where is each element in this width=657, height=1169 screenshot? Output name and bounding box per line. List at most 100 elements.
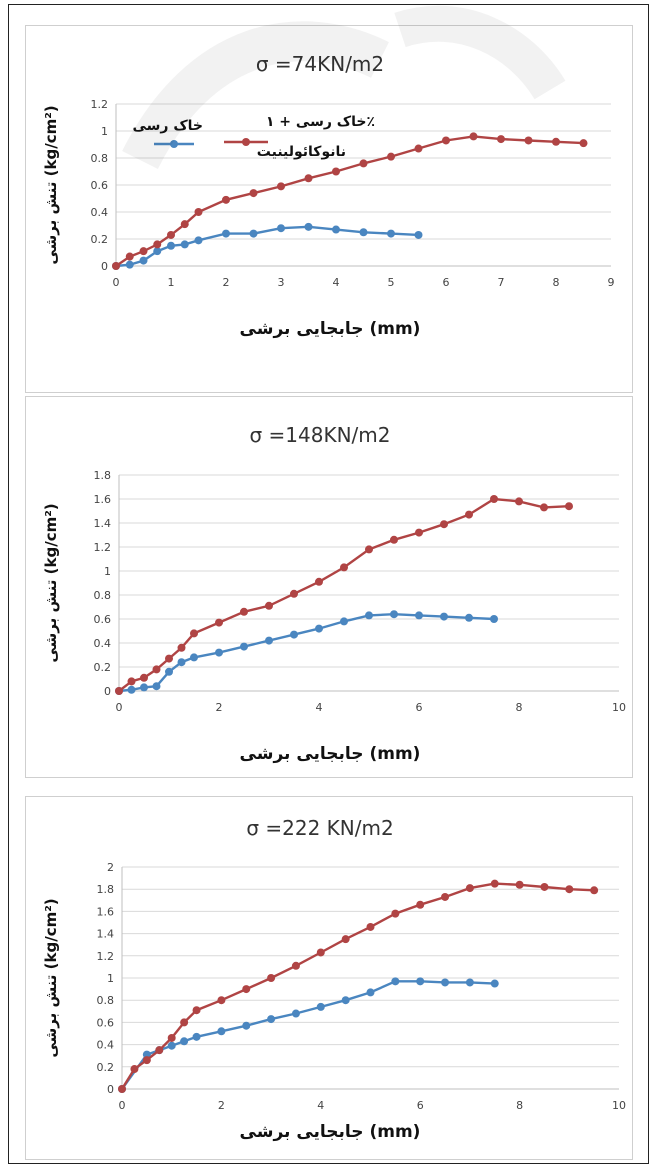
x-tick-label: 8 bbox=[516, 1099, 523, 1112]
data-point-clay bbox=[192, 1032, 201, 1041]
data-point-nano bbox=[515, 880, 524, 889]
data-point-clay bbox=[152, 682, 161, 691]
data-point-clay bbox=[240, 642, 248, 651]
data-point-clay bbox=[167, 241, 175, 250]
data-point-nano bbox=[112, 262, 120, 270]
series-line-clay bbox=[121, 980, 495, 1090]
x-axis-label: جابجایی برشی (mm) bbox=[240, 744, 421, 764]
x-axis-label: جابجایی برشی (mm) bbox=[240, 1122, 421, 1142]
chart-title: σ =74KN/m2 bbox=[256, 52, 384, 76]
data-point-nano bbox=[127, 677, 136, 686]
y-tick-label: 0.4 bbox=[97, 1039, 115, 1052]
y-tick-label: 0.6 bbox=[97, 1016, 115, 1029]
chart-title: σ =222 KN/m2 bbox=[246, 816, 393, 840]
y-tick-label: 0 bbox=[104, 685, 111, 698]
data-point-nano bbox=[390, 535, 398, 544]
data-point-nano bbox=[291, 961, 300, 970]
y-axis-label: تنش برشی (kg/cm²) bbox=[42, 105, 60, 264]
data-point-clay bbox=[340, 617, 348, 626]
y-tick-label: 1.4 bbox=[97, 928, 115, 941]
data-point-nano bbox=[215, 618, 223, 627]
data-point-nano bbox=[365, 545, 373, 554]
data-point-clay bbox=[222, 229, 230, 238]
data-point-nano bbox=[240, 607, 248, 616]
x-tick-label: 5 bbox=[388, 276, 395, 289]
data-point-clay bbox=[465, 613, 473, 622]
data-point-clay bbox=[153, 247, 162, 256]
y-tick-label: 1 bbox=[107, 972, 114, 985]
legend: خاک رسی خاک رسی + ۱٪ نانوکائولینیت bbox=[132, 114, 375, 160]
data-point-clay bbox=[139, 256, 148, 265]
data-point-nano bbox=[490, 495, 498, 503]
data-point-nano bbox=[167, 230, 175, 239]
data-point-clay bbox=[194, 236, 203, 245]
data-point-nano bbox=[469, 132, 478, 141]
data-point-nano bbox=[387, 152, 395, 161]
x-tick-label: 2 bbox=[223, 276, 230, 289]
y-tick-label: 0.4 bbox=[94, 637, 112, 650]
data-point-nano bbox=[465, 884, 474, 893]
data-point-clay bbox=[265, 636, 273, 645]
y-tick-label: 0.2 bbox=[91, 233, 109, 246]
x-tick-label: 2 bbox=[218, 1099, 225, 1112]
x-tick-label: 6 bbox=[443, 276, 450, 289]
data-point-clay bbox=[332, 225, 340, 234]
data-point-clay bbox=[390, 610, 398, 619]
data-point-nano bbox=[359, 159, 368, 168]
data-point-nano bbox=[540, 503, 548, 512]
x-tick-label: 0 bbox=[116, 701, 123, 714]
y-axis-label: تنش برشی (kg/cm²) bbox=[42, 898, 60, 1057]
x-tick-label: 1 bbox=[168, 276, 175, 289]
data-point-clay bbox=[142, 1050, 151, 1059]
y-tick-label: 0.8 bbox=[91, 152, 109, 165]
x-tick-label: 8 bbox=[516, 701, 523, 714]
y-tick-label: 0.8 bbox=[94, 589, 112, 602]
data-point-clay bbox=[165, 667, 173, 676]
chart-svg: σ =74KN/m2 0 0.2 0.4 0.6 0.8 1 1.2 0 1 2 3 4 5 6 7 8 9 جاب… bbox=[42, 52, 615, 339]
data-point-clay bbox=[249, 229, 258, 238]
data-point-nano bbox=[249, 189, 258, 198]
y-tick-label: 1.8 bbox=[97, 883, 115, 896]
data-point-nano bbox=[190, 629, 198, 638]
data-point-clay bbox=[215, 648, 223, 657]
data-point-nano bbox=[167, 1033, 176, 1042]
data-point-clay bbox=[416, 977, 425, 986]
data-point-nano bbox=[152, 665, 161, 674]
y-tick-label: 0.6 bbox=[91, 179, 109, 192]
data-point-clay bbox=[277, 224, 285, 233]
data-point-nano bbox=[590, 886, 599, 895]
y-tick-label: 1.2 bbox=[97, 950, 115, 963]
x-tick-label: 4 bbox=[317, 1099, 324, 1112]
series-line-clay bbox=[115, 225, 419, 268]
legend-marker-clay bbox=[170, 140, 178, 148]
chart-panel-74: σ =74KN/m2 0 0.2 0.4 0.6 0.8 1 1.2 0 1 2 3 4 5 6 7 8 9 جاب… bbox=[25, 25, 633, 393]
y-tick-label: 0.8 bbox=[97, 994, 115, 1007]
y-tick-label: 0.2 bbox=[97, 1061, 115, 1074]
x-tick-label: 6 bbox=[416, 701, 423, 714]
y-tick-label: 1.2 bbox=[91, 98, 109, 111]
data-point-nano bbox=[267, 974, 276, 982]
data-point-clay bbox=[341, 996, 350, 1005]
chart-panel-222: σ =222 KN/m2 0 0.2 0.4 0.6 0.8 1 1.2 1.4 1.6 1.8 2 0… bbox=[25, 796, 633, 1160]
data-point-nano bbox=[180, 220, 189, 229]
y-tick-label: 0.4 bbox=[91, 206, 109, 219]
x-tick-label: 10 bbox=[612, 701, 626, 714]
data-point-clay bbox=[490, 615, 498, 623]
data-point-nano bbox=[177, 643, 186, 652]
x-axis-label: جابجایی برشی (mm) bbox=[240, 319, 421, 339]
data-point-clay bbox=[359, 228, 368, 237]
data-point-nano bbox=[242, 985, 251, 994]
data-point-nano bbox=[441, 892, 450, 901]
y-tick-label: 2 bbox=[107, 861, 114, 874]
y-axis-label: تنش برشی (kg/cm²) bbox=[42, 503, 60, 662]
data-point-clay bbox=[315, 624, 323, 633]
data-point-clay bbox=[291, 1009, 300, 1018]
x-tick-label: 3 bbox=[278, 276, 285, 289]
data-point-nano bbox=[265, 601, 273, 610]
data-point-nano bbox=[194, 208, 203, 216]
legend-label-clay: خاک رسی bbox=[132, 118, 203, 134]
data-point-clay bbox=[217, 1027, 226, 1036]
chart-svg: σ =148KN/m2 0 0.2 0.4 0.6 0.8 1 1.2 1.4 1.6 1.8 0 2 4… bbox=[42, 423, 626, 764]
data-point-clay bbox=[125, 260, 134, 269]
data-point-clay bbox=[190, 653, 198, 662]
